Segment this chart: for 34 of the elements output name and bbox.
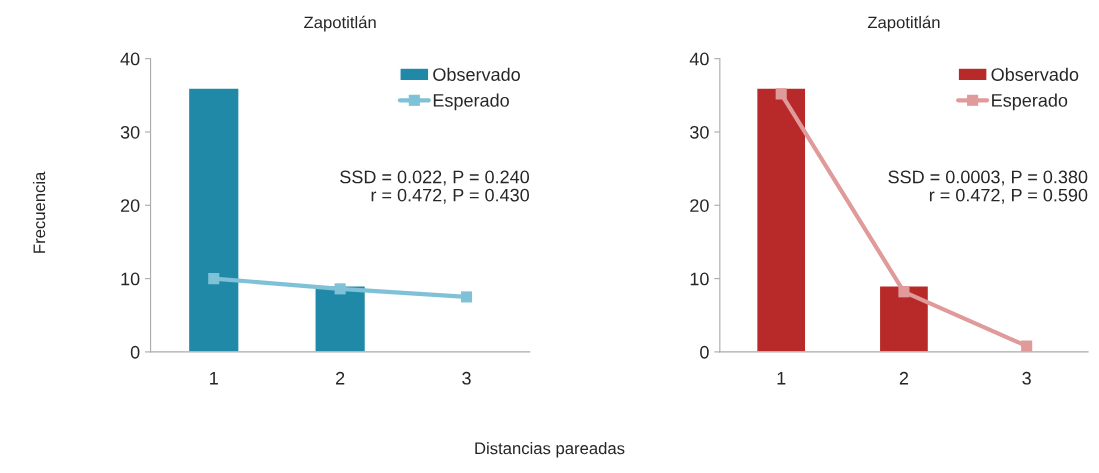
y-tick-label: 10 (690, 272, 709, 286)
y-tick-label: 10 (121, 272, 140, 286)
x-tick-label: 2 (336, 371, 345, 385)
point (208, 273, 220, 285)
y-tick-label: 20 (120, 199, 140, 212)
chart-title: Zapotitlán (304, 15, 376, 32)
x-axis-title: Distancias pareadas (475, 442, 625, 458)
annotation: SSD = 0.022, P = 0.240 (340, 170, 530, 186)
x-tick-label: 1 (210, 372, 218, 385)
point (775, 88, 787, 100)
y-tick-label: 20 (690, 199, 709, 212)
point (334, 283, 346, 295)
y-tick-label: 30 (690, 125, 709, 139)
legend-label: Observado (433, 67, 520, 81)
point (898, 286, 910, 298)
x-tick-label: 3 (462, 371, 471, 385)
legend-label: Esperado (992, 93, 1068, 111)
y-tick-label: 0 (700, 345, 709, 359)
y-tick-label: 40 (120, 52, 140, 66)
annotation: r = 0.472, P = 0.590 (929, 188, 1088, 204)
annotation: SSD = 0.0003, P = 0.380 (888, 170, 1088, 186)
y-axis-title: Frecuencia (32, 171, 46, 253)
annotation: r = 0.472, P = 0.430 (371, 188, 530, 204)
point (460, 291, 473, 303)
legend-label: Esperado (433, 93, 509, 111)
y-tick-label: 0 (130, 345, 140, 359)
point (1021, 340, 1033, 352)
y-tick-label: 40 (689, 52, 709, 66)
x-tick-label: 1 (777, 372, 786, 385)
x-tick-label: 2 (899, 371, 909, 385)
y-tick-label: 30 (120, 125, 140, 139)
chart-title: Zapotitlán (867, 15, 940, 32)
x-tick-label: 3 (1022, 371, 1031, 385)
legend-label: Observado (991, 67, 1079, 81)
